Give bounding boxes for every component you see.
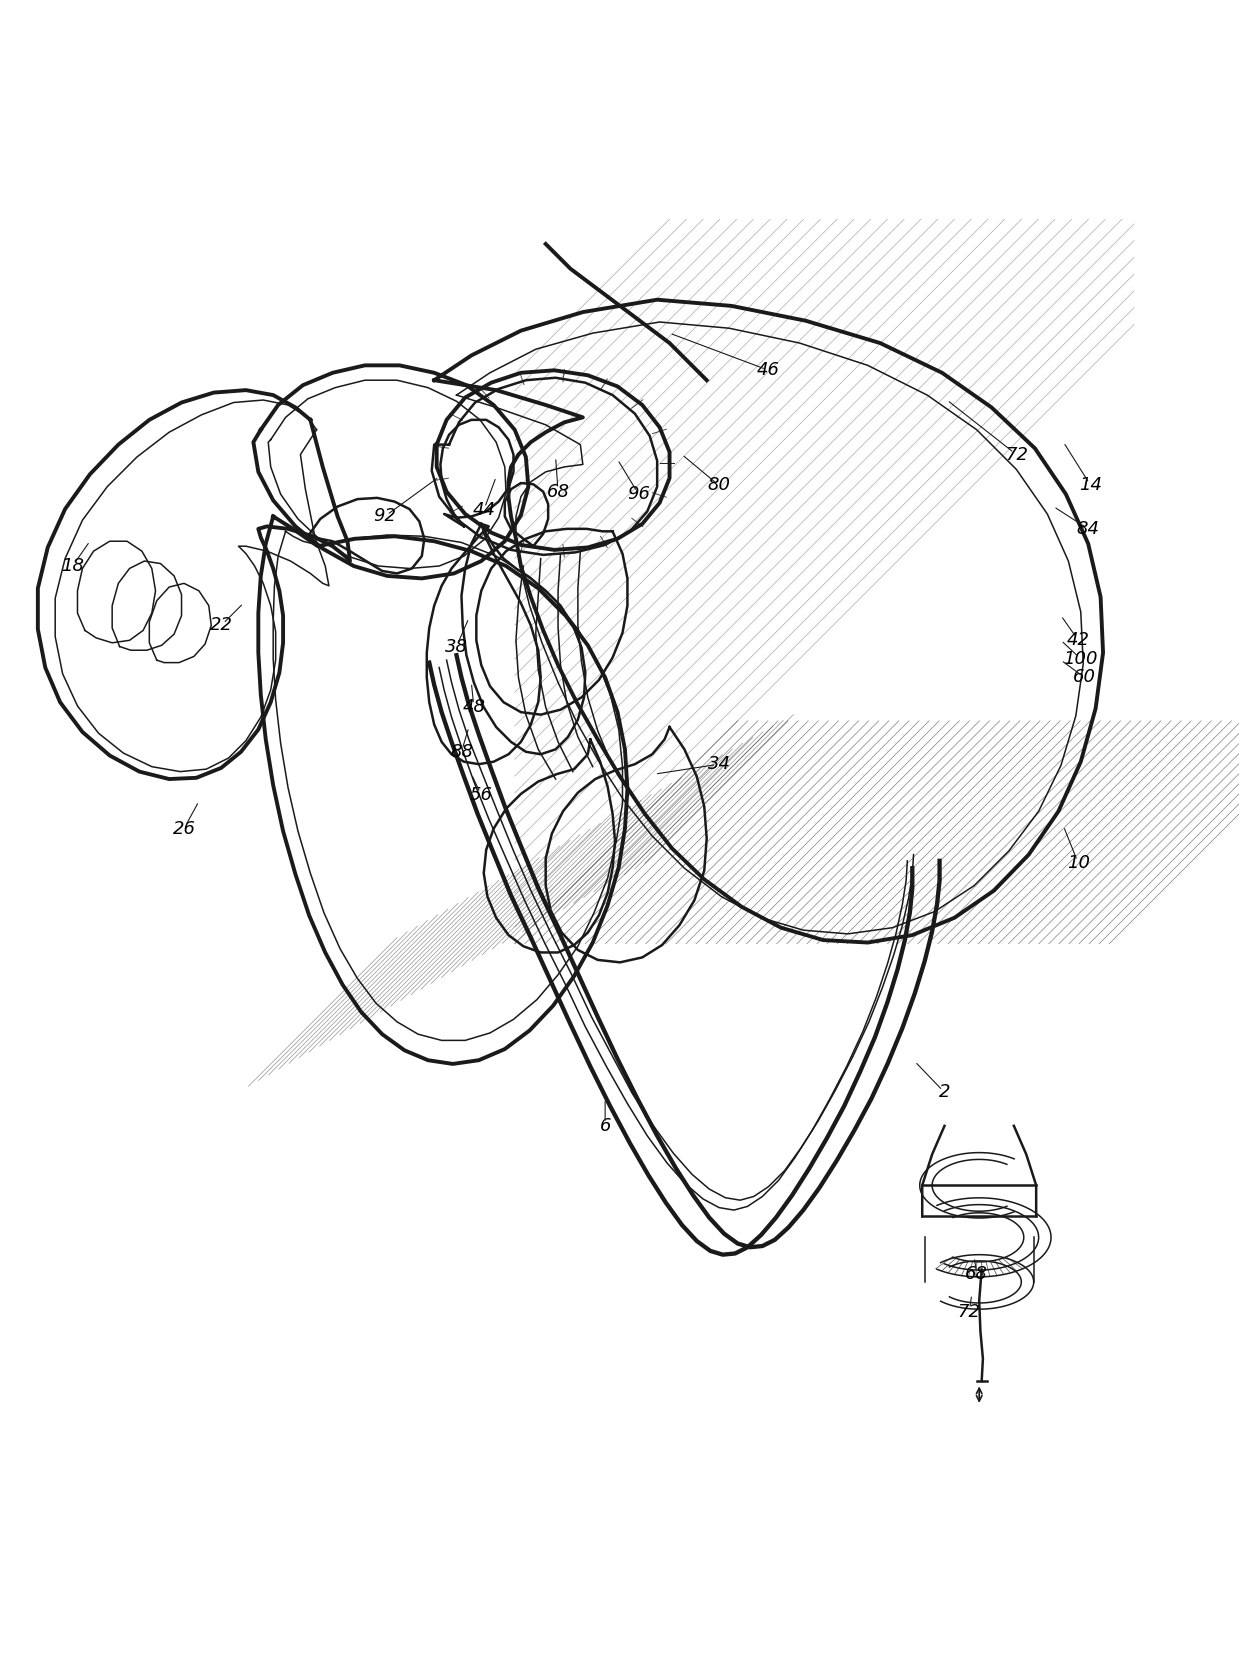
Text: 42: 42	[1066, 631, 1090, 649]
Text: 100: 100	[1064, 651, 1097, 667]
Text: 96: 96	[627, 485, 650, 503]
Text: 6: 6	[599, 1117, 611, 1135]
Text: 88: 88	[450, 743, 472, 761]
Text: 34: 34	[708, 755, 730, 773]
Text: 72: 72	[1004, 446, 1028, 463]
Text: 60: 60	[1073, 669, 1096, 686]
Text: 84: 84	[1076, 520, 1100, 538]
Text: 2: 2	[939, 1083, 950, 1102]
Text: 68: 68	[547, 483, 569, 501]
Text: 46: 46	[758, 361, 780, 379]
Text: 56: 56	[470, 787, 492, 805]
Text: 92: 92	[373, 508, 396, 525]
Text: 10: 10	[1066, 854, 1090, 872]
Text: 48: 48	[463, 698, 485, 716]
Text: 18: 18	[61, 557, 84, 575]
Text: 14: 14	[1079, 476, 1102, 495]
Text: 44: 44	[472, 501, 495, 520]
Text: 38: 38	[445, 637, 467, 656]
Text: 68: 68	[965, 1266, 988, 1283]
Text: 22: 22	[210, 617, 233, 634]
Text: 26: 26	[172, 820, 196, 837]
Text: 72: 72	[957, 1303, 981, 1321]
Text: 80: 80	[708, 476, 730, 495]
